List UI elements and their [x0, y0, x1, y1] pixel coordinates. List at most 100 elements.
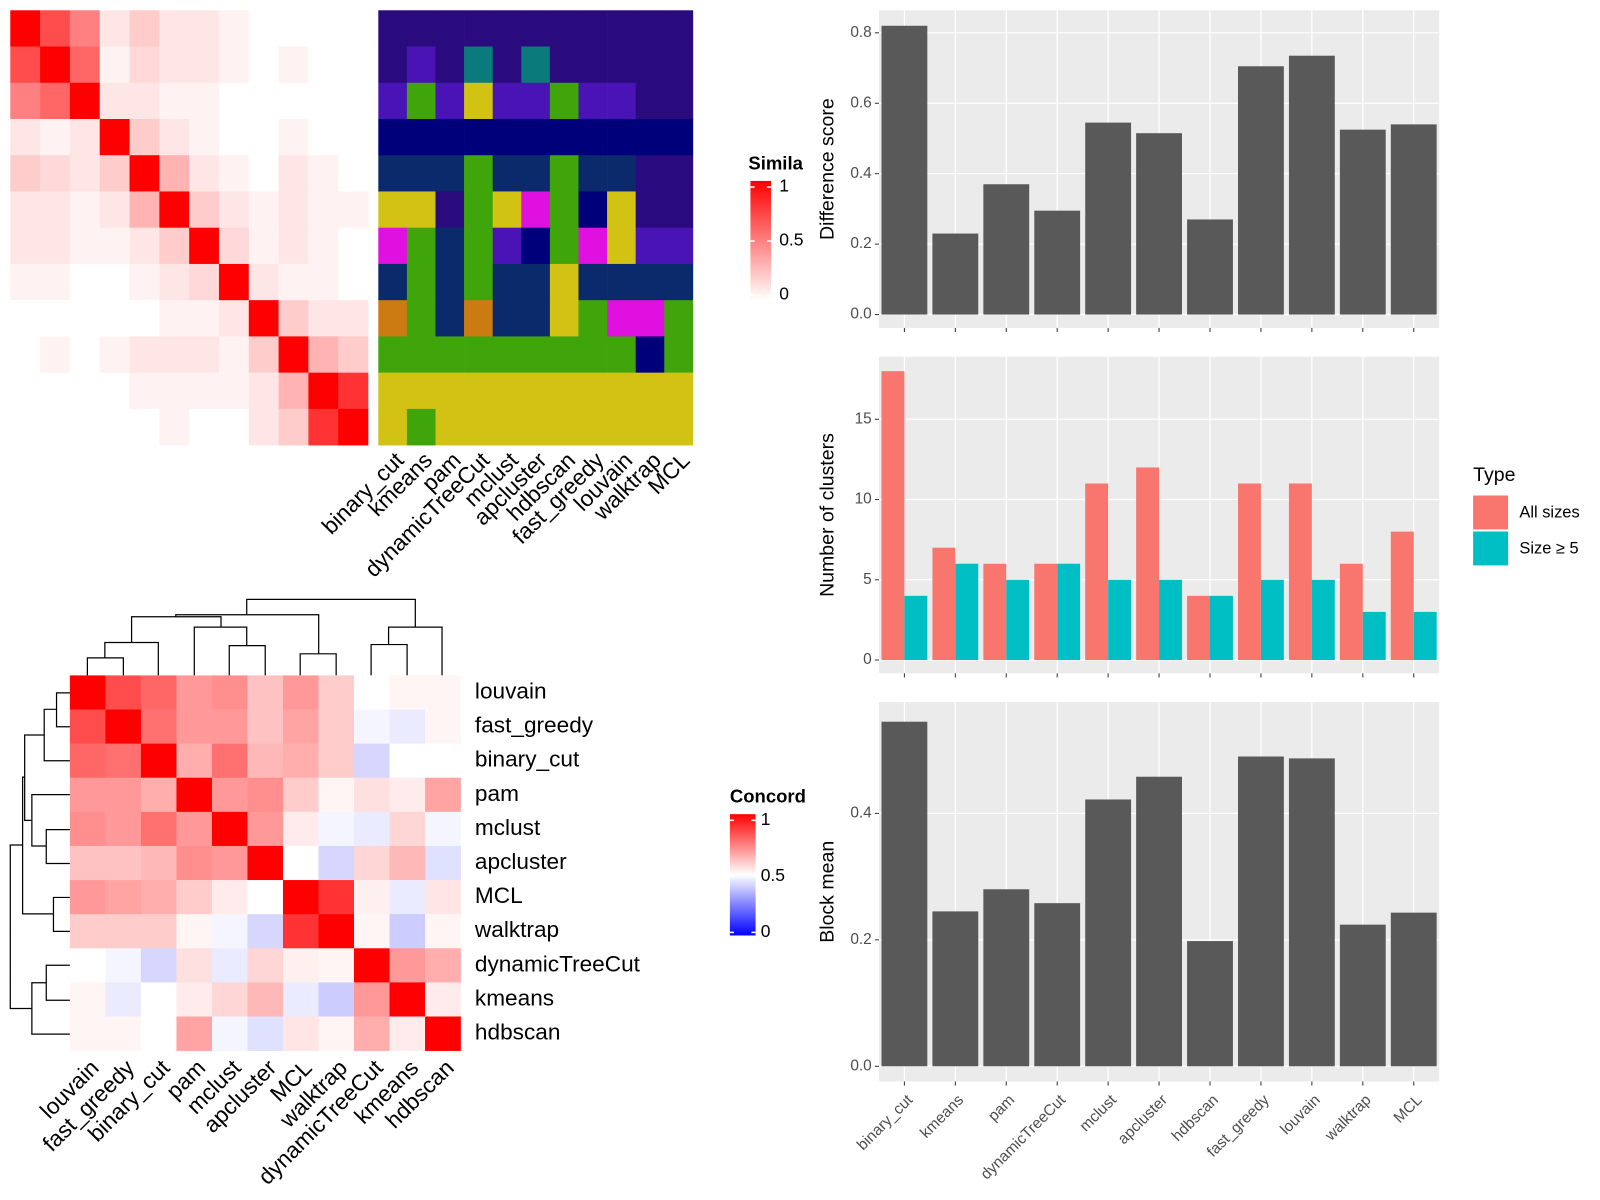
- heatmap-cell: [389, 675, 426, 710]
- heatmap-cell: [521, 46, 551, 84]
- heatmap-cell: [607, 155, 636, 192]
- heatmap-cell: [308, 336, 339, 373]
- heatmap-cell: [247, 948, 284, 983]
- heatmap-cell: [247, 709, 284, 744]
- heatmap-cell: [247, 777, 284, 813]
- heatmap-cell: [308, 118, 339, 156]
- heatmap-cell: [578, 372, 608, 410]
- heatmap-cell: [549, 263, 579, 301]
- y-tick-label: 0.2: [850, 931, 871, 948]
- heatmap-cell: [338, 263, 369, 301]
- row-label: pam: [475, 781, 519, 806]
- heatmap-cell: [664, 82, 694, 120]
- heatmap-cell: [248, 300, 279, 337]
- heatmap-cell: [69, 300, 101, 337]
- heatmap-cell: [140, 743, 177, 779]
- heatmap-cell: [635, 118, 665, 156]
- legend-key: [1473, 531, 1509, 566]
- heatmap-cell: [189, 300, 220, 337]
- x-tick-label: pam: [985, 1092, 1018, 1125]
- heatmap-cell: [406, 82, 436, 120]
- bar: [1136, 776, 1182, 1067]
- heatmap-cell: [278, 191, 309, 229]
- heatmap-cell: [189, 155, 220, 192]
- heatmap-cell: [338, 118, 369, 156]
- heatmap-cell: [99, 191, 130, 229]
- bar: [1238, 66, 1284, 315]
- heatmap-cell: [10, 82, 41, 120]
- heatmap-cell: [425, 948, 461, 983]
- heatmap-cell: [435, 10, 465, 47]
- heatmap-cell: [338, 82, 369, 120]
- heatmap-cell: [378, 191, 408, 229]
- heatmap-cell: [435, 408, 465, 446]
- heatmap-cell: [189, 336, 220, 373]
- bar: [1136, 467, 1160, 661]
- heatmap-cell: [282, 845, 319, 881]
- row-label: MCL: [475, 883, 523, 908]
- heatmap-cell: [247, 743, 284, 779]
- heatmap-cell: [218, 191, 250, 229]
- heatmap-cell: [69, 709, 106, 744]
- heatmap-cell: [69, 372, 101, 410]
- heatmap-cell: [189, 227, 220, 265]
- heatmap-cell: [308, 155, 339, 192]
- heatmap-cell: [40, 227, 71, 265]
- heatmap-cell: [211, 709, 248, 744]
- heatmap-cell: [521, 118, 551, 156]
- heatmap-cell: [159, 263, 190, 301]
- heatmap-cell: [389, 1016, 426, 1051]
- bar: [1034, 903, 1081, 1067]
- heatmap-cell: [247, 675, 284, 710]
- heatmap-cell: [247, 880, 284, 915]
- heatmap-cell: [549, 372, 579, 410]
- heatmap-cell: [318, 709, 355, 744]
- heatmap-cell: [354, 811, 390, 847]
- row-label: hdbscan: [475, 1020, 560, 1045]
- heatmap-cell: [308, 191, 339, 229]
- heatmap-cell: [248, 82, 279, 120]
- heatmap-cell: [140, 982, 177, 1017]
- heatmap-cell: [159, 155, 190, 192]
- heatmap-cell: [40, 191, 71, 229]
- bar: [1362, 611, 1386, 661]
- bar: [1238, 756, 1284, 1067]
- heatmap-cell: [40, 336, 71, 373]
- heatmap-cell: [318, 845, 355, 881]
- heatmap-cell: [105, 1016, 142, 1051]
- y-tick-label: 0.4: [850, 165, 872, 182]
- y-axis-title: Number of clusters: [817, 433, 839, 597]
- heatmap-cell: [140, 709, 177, 744]
- heatmap-cell: [354, 845, 390, 881]
- heatmap-cell: [69, 777, 106, 813]
- heatmap-cell: [176, 914, 213, 949]
- heatmap-cell: [211, 948, 248, 983]
- heatmap-cell: [69, 880, 106, 915]
- heatmap-cell: [99, 10, 130, 47]
- heatmap-cell: [318, 982, 355, 1017]
- heatmap-cell: [664, 300, 694, 337]
- heatmap-cell: [282, 914, 319, 949]
- heatmap-cell: [278, 82, 309, 120]
- legend-label: All sizes: [1519, 503, 1579, 521]
- heatmap-cell: [10, 336, 41, 373]
- row-label: dynamicTreeCut: [475, 951, 641, 976]
- heatmap-cell: [218, 46, 250, 84]
- heatmap-cell: [129, 155, 160, 192]
- heatmap-cell: [406, 372, 436, 410]
- heatmap-cell: [218, 82, 250, 120]
- heatmap-cell: [278, 227, 309, 265]
- heatmap-cell: [69, 408, 101, 446]
- heatmap-cell: [189, 10, 220, 47]
- heatmap-cell: [492, 336, 522, 373]
- heatmap-cell: [549, 336, 579, 373]
- heatmap-cell: [521, 191, 551, 229]
- heatmap-cell: [521, 155, 551, 192]
- heatmap-cell: [211, 1016, 248, 1051]
- heatmap-cell: [492, 118, 522, 156]
- heatmap-cell: [435, 372, 465, 410]
- heatmap-cell: [549, 227, 579, 265]
- row-label: apcluster: [475, 849, 567, 874]
- heatmap-cell: [435, 118, 465, 156]
- color-bar: [750, 180, 771, 301]
